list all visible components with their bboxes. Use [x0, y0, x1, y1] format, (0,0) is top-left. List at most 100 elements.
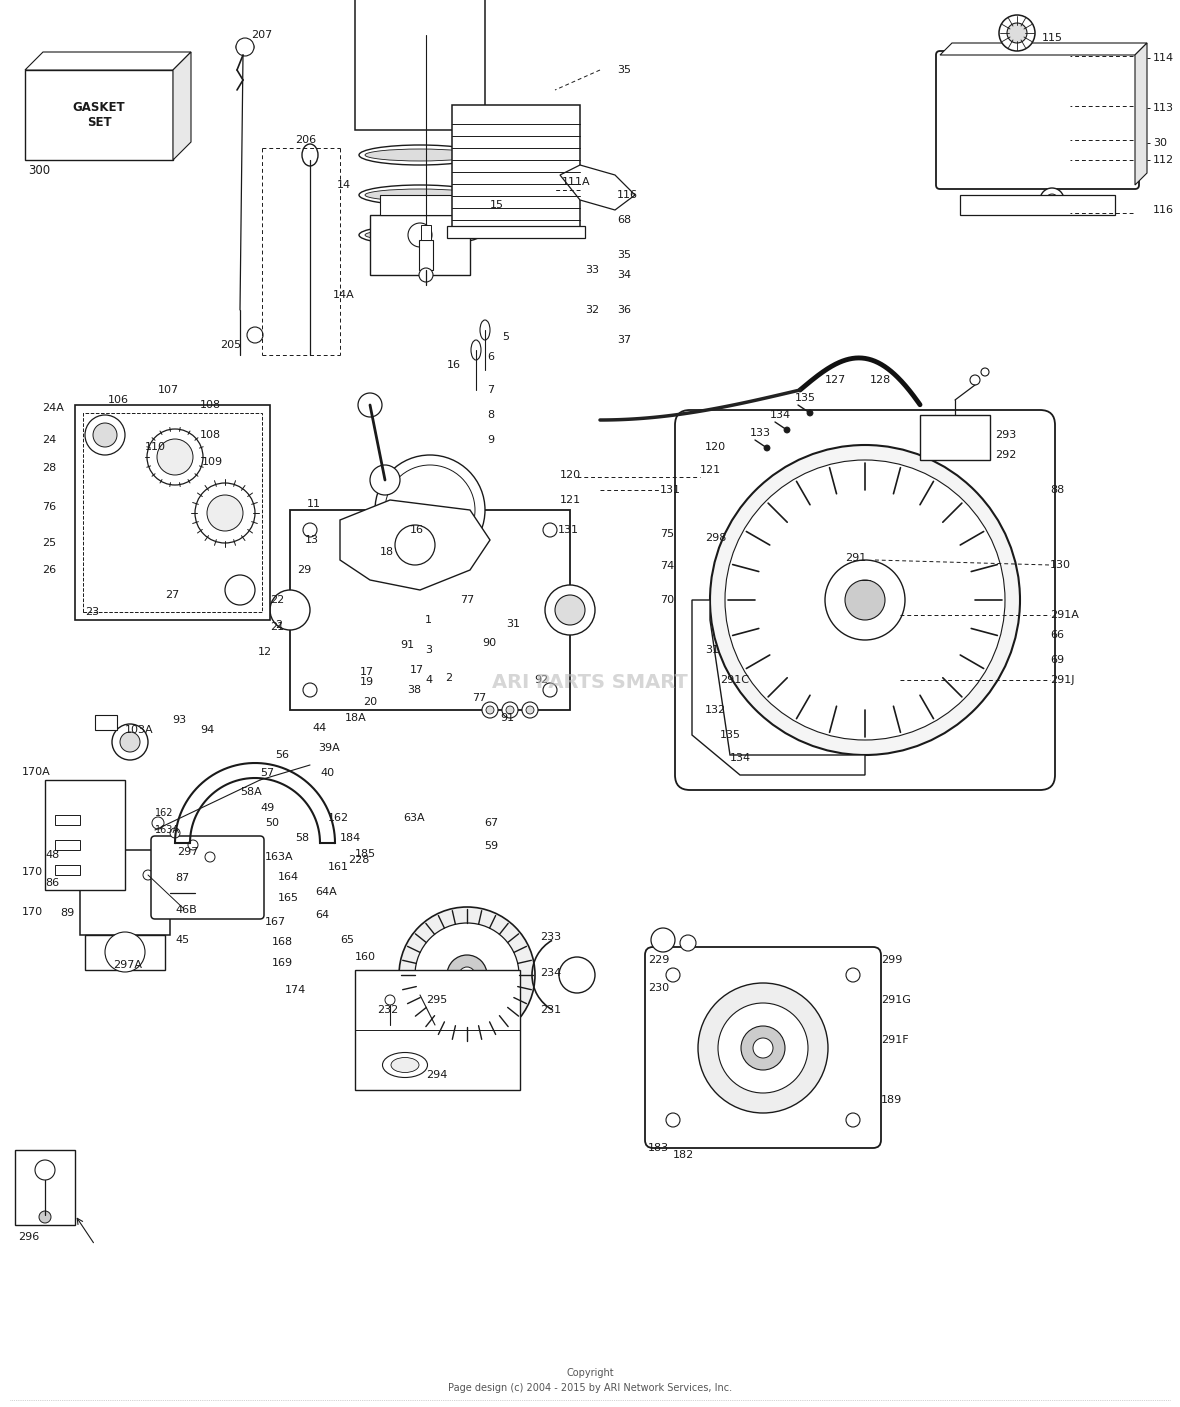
Polygon shape: [1135, 44, 1147, 184]
Text: 1: 1: [425, 615, 432, 625]
Ellipse shape: [359, 225, 481, 245]
Text: 34: 34: [617, 270, 631, 280]
Bar: [96, 715, 117, 730]
Text: 15: 15: [490, 200, 504, 210]
Text: 168: 168: [273, 937, 293, 947]
Text: 108: 108: [199, 400, 221, 409]
Text: 8: 8: [487, 409, 494, 421]
Circle shape: [399, 908, 535, 1043]
Circle shape: [93, 424, 117, 447]
Ellipse shape: [365, 229, 476, 241]
Text: 13: 13: [304, 535, 319, 545]
Text: Page design (c) 2004 - 2015 by ARI Network Services, Inc.: Page design (c) 2004 - 2015 by ARI Netwo…: [448, 1383, 732, 1393]
Circle shape: [358, 393, 382, 416]
Text: 39A: 39A: [317, 743, 340, 753]
Polygon shape: [691, 599, 865, 775]
Text: 114: 114: [1153, 53, 1174, 63]
Circle shape: [784, 426, 789, 433]
Text: 297: 297: [177, 847, 198, 857]
Text: 134: 134: [771, 409, 791, 421]
Bar: [55, 815, 80, 825]
Bar: [421, 225, 431, 241]
Text: 294: 294: [426, 1069, 447, 1081]
Bar: [355, 969, 520, 1090]
Circle shape: [502, 702, 518, 718]
Bar: [80, 850, 170, 936]
Ellipse shape: [359, 145, 481, 165]
Ellipse shape: [391, 1058, 419, 1072]
Polygon shape: [560, 165, 635, 210]
Circle shape: [741, 1026, 785, 1069]
Text: 189: 189: [881, 1095, 903, 1104]
Text: 18: 18: [380, 547, 394, 557]
Text: 49: 49: [260, 803, 274, 813]
Text: 91: 91: [500, 713, 514, 723]
Text: 131: 131: [558, 525, 579, 535]
Polygon shape: [340, 499, 490, 590]
Text: 19: 19: [360, 677, 374, 687]
Text: 205: 205: [219, 340, 241, 350]
Text: 108: 108: [199, 431, 221, 440]
Polygon shape: [25, 52, 191, 70]
Text: 291J: 291J: [1050, 675, 1075, 685]
Circle shape: [506, 706, 514, 713]
Text: 300: 300: [28, 163, 50, 176]
Text: 16: 16: [447, 360, 461, 370]
Bar: [45, 779, 125, 891]
Text: 94: 94: [199, 725, 215, 734]
Text: 183: 183: [648, 1142, 669, 1152]
Text: 66: 66: [1050, 630, 1064, 640]
Text: 134: 134: [730, 753, 752, 763]
Text: 293: 293: [995, 431, 1016, 440]
Circle shape: [205, 853, 215, 862]
Text: 88: 88: [1050, 485, 1064, 495]
Circle shape: [120, 732, 140, 751]
Circle shape: [666, 1113, 680, 1127]
Bar: [961, 196, 1115, 215]
Text: 131: 131: [660, 485, 681, 495]
Circle shape: [148, 429, 203, 485]
Text: 36: 36: [617, 305, 631, 315]
Circle shape: [555, 595, 585, 625]
Text: 174: 174: [286, 985, 307, 995]
Text: 48: 48: [45, 850, 59, 860]
Bar: [920, 415, 990, 460]
Circle shape: [981, 369, 989, 376]
Text: 93: 93: [172, 715, 186, 725]
Text: 92: 92: [535, 675, 549, 685]
Circle shape: [419, 267, 433, 281]
Text: 162: 162: [155, 808, 173, 817]
Text: 14: 14: [337, 180, 352, 190]
Text: 44: 44: [312, 723, 326, 733]
Circle shape: [85, 415, 125, 454]
Text: 17: 17: [409, 666, 424, 675]
Circle shape: [195, 483, 255, 543]
Circle shape: [543, 682, 557, 696]
Circle shape: [160, 885, 170, 895]
Text: 26: 26: [42, 566, 57, 575]
Circle shape: [763, 445, 771, 452]
Text: 110: 110: [145, 442, 166, 452]
Text: 161: 161: [328, 862, 349, 872]
Text: 231: 231: [540, 1005, 562, 1014]
Circle shape: [825, 560, 905, 640]
Text: 5: 5: [502, 332, 509, 342]
Text: 112: 112: [1153, 155, 1174, 165]
Text: 67: 67: [484, 817, 498, 827]
Circle shape: [225, 575, 255, 605]
Text: 17: 17: [360, 667, 374, 677]
Circle shape: [447, 955, 487, 995]
Circle shape: [105, 931, 145, 972]
Text: 163A: 163A: [266, 853, 294, 862]
Text: GASKET
SET: GASKET SET: [73, 101, 125, 129]
Text: 133: 133: [750, 428, 771, 438]
Text: 206: 206: [295, 135, 316, 145]
Circle shape: [526, 706, 535, 713]
Text: 9: 9: [487, 435, 494, 445]
Text: 163A: 163A: [155, 825, 181, 834]
Circle shape: [481, 702, 498, 718]
Text: 24A: 24A: [42, 402, 64, 414]
Text: 28: 28: [42, 463, 57, 473]
Bar: [15, 1150, 76, 1225]
Ellipse shape: [365, 149, 476, 160]
